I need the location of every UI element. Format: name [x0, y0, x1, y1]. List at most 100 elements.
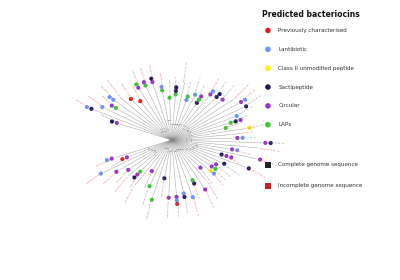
Point: [262, 141, 268, 145]
Point: [84, 105, 90, 109]
Text: Geobacillus sp. 3: Geobacillus sp. 3: [87, 172, 103, 184]
Text: Geobacillus sp. 55: Geobacillus sp. 55: [106, 80, 119, 96]
Text: Geobacillus sp. 38: Geobacillus sp. 38: [239, 89, 256, 103]
Point: [108, 156, 115, 161]
Text: Complete genome sequence: Complete genome sequence: [278, 162, 358, 167]
Point: [192, 92, 198, 97]
Point: [110, 97, 116, 102]
Point: [223, 154, 230, 158]
Text: Geobacillus sp. 10: Geobacillus sp. 10: [143, 185, 150, 205]
Point: [232, 119, 239, 123]
Point: [166, 95, 173, 100]
Point: [88, 107, 95, 111]
Point: [146, 184, 153, 188]
Point: [237, 118, 244, 122]
Text: Geobacillus sp. 28: Geobacillus sp. 28: [230, 149, 250, 154]
Text: Geobacillus sp. 24: Geobacillus sp. 24: [222, 163, 240, 175]
Text: Geobacillus sp. 32: Geobacillus sp. 32: [233, 131, 253, 135]
Point: [149, 169, 155, 173]
Point: [114, 121, 120, 125]
Text: Geobacillus sp. 42: Geobacillus sp. 42: [209, 78, 220, 96]
Text: Geobacillus sp. 56: Geobacillus sp. 56: [100, 86, 115, 101]
Point: [198, 94, 204, 99]
Point: [148, 76, 154, 81]
Text: Geobacillus sp. 41: Geobacillus sp. 41: [215, 81, 228, 98]
Point: [211, 171, 217, 176]
Text: Predicted bacteriocins: Predicted bacteriocins: [262, 10, 359, 19]
Point: [213, 162, 219, 167]
Point: [240, 136, 246, 140]
Text: Geobacillus sp. 6: Geobacillus sp. 6: [115, 176, 128, 192]
Point: [238, 100, 244, 104]
Point: [271, 38, 277, 43]
Point: [268, 141, 274, 145]
Point: [135, 85, 142, 90]
Point: [229, 147, 235, 152]
Text: Geobacillus sp. 11: Geobacillus sp. 11: [147, 199, 153, 218]
Point: [271, 55, 277, 60]
Point: [221, 162, 228, 166]
Text: Geobacillus sp. 29: Geobacillus sp. 29: [259, 148, 280, 151]
Text: Class II unmodified peptide: Class II unmodified peptide: [278, 66, 354, 71]
Text: Geobacillus sp. 50: Geobacillus sp. 50: [148, 63, 153, 83]
Text: Geobacillus sp. 43: Geobacillus sp. 43: [196, 85, 205, 104]
Point: [181, 195, 188, 199]
Text: Sactipeptide: Sactipeptide: [278, 85, 313, 90]
Text: Geobacillus sp. 21: Geobacillus sp. 21: [209, 170, 223, 186]
Point: [184, 94, 191, 99]
Text: Geobacillus sp. 14: Geobacillus sp. 14: [176, 196, 178, 216]
Text: Geobacillus sp. 58: Geobacillus sp. 58: [87, 95, 104, 108]
Text: Geobacillus sp. 17: Geobacillus sp. 17: [192, 179, 199, 199]
Point: [133, 82, 140, 87]
Point: [134, 172, 140, 177]
Point: [119, 157, 126, 161]
Point: [142, 83, 149, 88]
Point: [194, 101, 200, 105]
Text: Geobacillus sp. 35: Geobacillus sp. 35: [229, 115, 248, 124]
Point: [113, 106, 119, 110]
Text: Geobacillus sp. 49: Geobacillus sp. 49: [159, 71, 163, 92]
Text: Geobacillus sp. 5: Geobacillus sp. 5: [116, 169, 130, 183]
Point: [104, 158, 110, 162]
Point: [208, 164, 215, 169]
Point: [246, 126, 253, 130]
Point: [271, 107, 277, 111]
Point: [158, 85, 165, 89]
Text: Geobacillus sp. 15: Geobacillus sp. 15: [183, 192, 187, 213]
Text: Geobacillus sp. 4: Geobacillus sp. 4: [103, 171, 118, 184]
Point: [228, 120, 234, 125]
Text: Geobacillus sp. 52: Geobacillus sp. 52: [131, 70, 140, 89]
Point: [213, 95, 220, 99]
Text: Geobacillus sp. 57: Geobacillus sp. 57: [102, 95, 118, 109]
Text: Geobacillus sp. 45: Geobacillus sp. 45: [185, 81, 192, 101]
Point: [131, 175, 138, 180]
Point: [257, 157, 263, 162]
Point: [222, 126, 229, 130]
Point: [243, 104, 249, 109]
Point: [98, 171, 104, 176]
Text: Geobacillus sp. 9: Geobacillus sp. 9: [145, 170, 153, 188]
Text: Geobacillus sp. 2: Geobacillus sp. 2: [112, 156, 129, 167]
Text: Geobacillus sp. 51: Geobacillus sp. 51: [139, 67, 146, 87]
Point: [109, 119, 115, 124]
Point: [149, 80, 156, 84]
Point: [106, 95, 113, 99]
Text: LAPs: LAPs: [278, 122, 292, 127]
Text: Geobacillus sp. 48: Geobacillus sp. 48: [168, 79, 170, 99]
Text: Geobacillus sp. 31: Geobacillus sp. 31: [236, 137, 256, 139]
Point: [234, 136, 240, 140]
Point: [124, 155, 130, 160]
Text: Geobacillus sp. 27: Geobacillus sp. 27: [258, 159, 278, 166]
Point: [202, 187, 208, 192]
Text: Geobacillus sp. 20: Geobacillus sp. 20: [199, 166, 212, 184]
Point: [197, 165, 204, 170]
Point: [228, 155, 234, 160]
Text: Geobacillus sp. 7: Geobacillus sp. 7: [130, 170, 142, 187]
Text: Incomplete genome sequence: Incomplete genome sequence: [278, 183, 362, 188]
Point: [141, 80, 147, 84]
Point: [109, 103, 115, 108]
Point: [196, 97, 202, 102]
Point: [173, 89, 179, 93]
Point: [216, 92, 223, 96]
Point: [210, 89, 216, 94]
